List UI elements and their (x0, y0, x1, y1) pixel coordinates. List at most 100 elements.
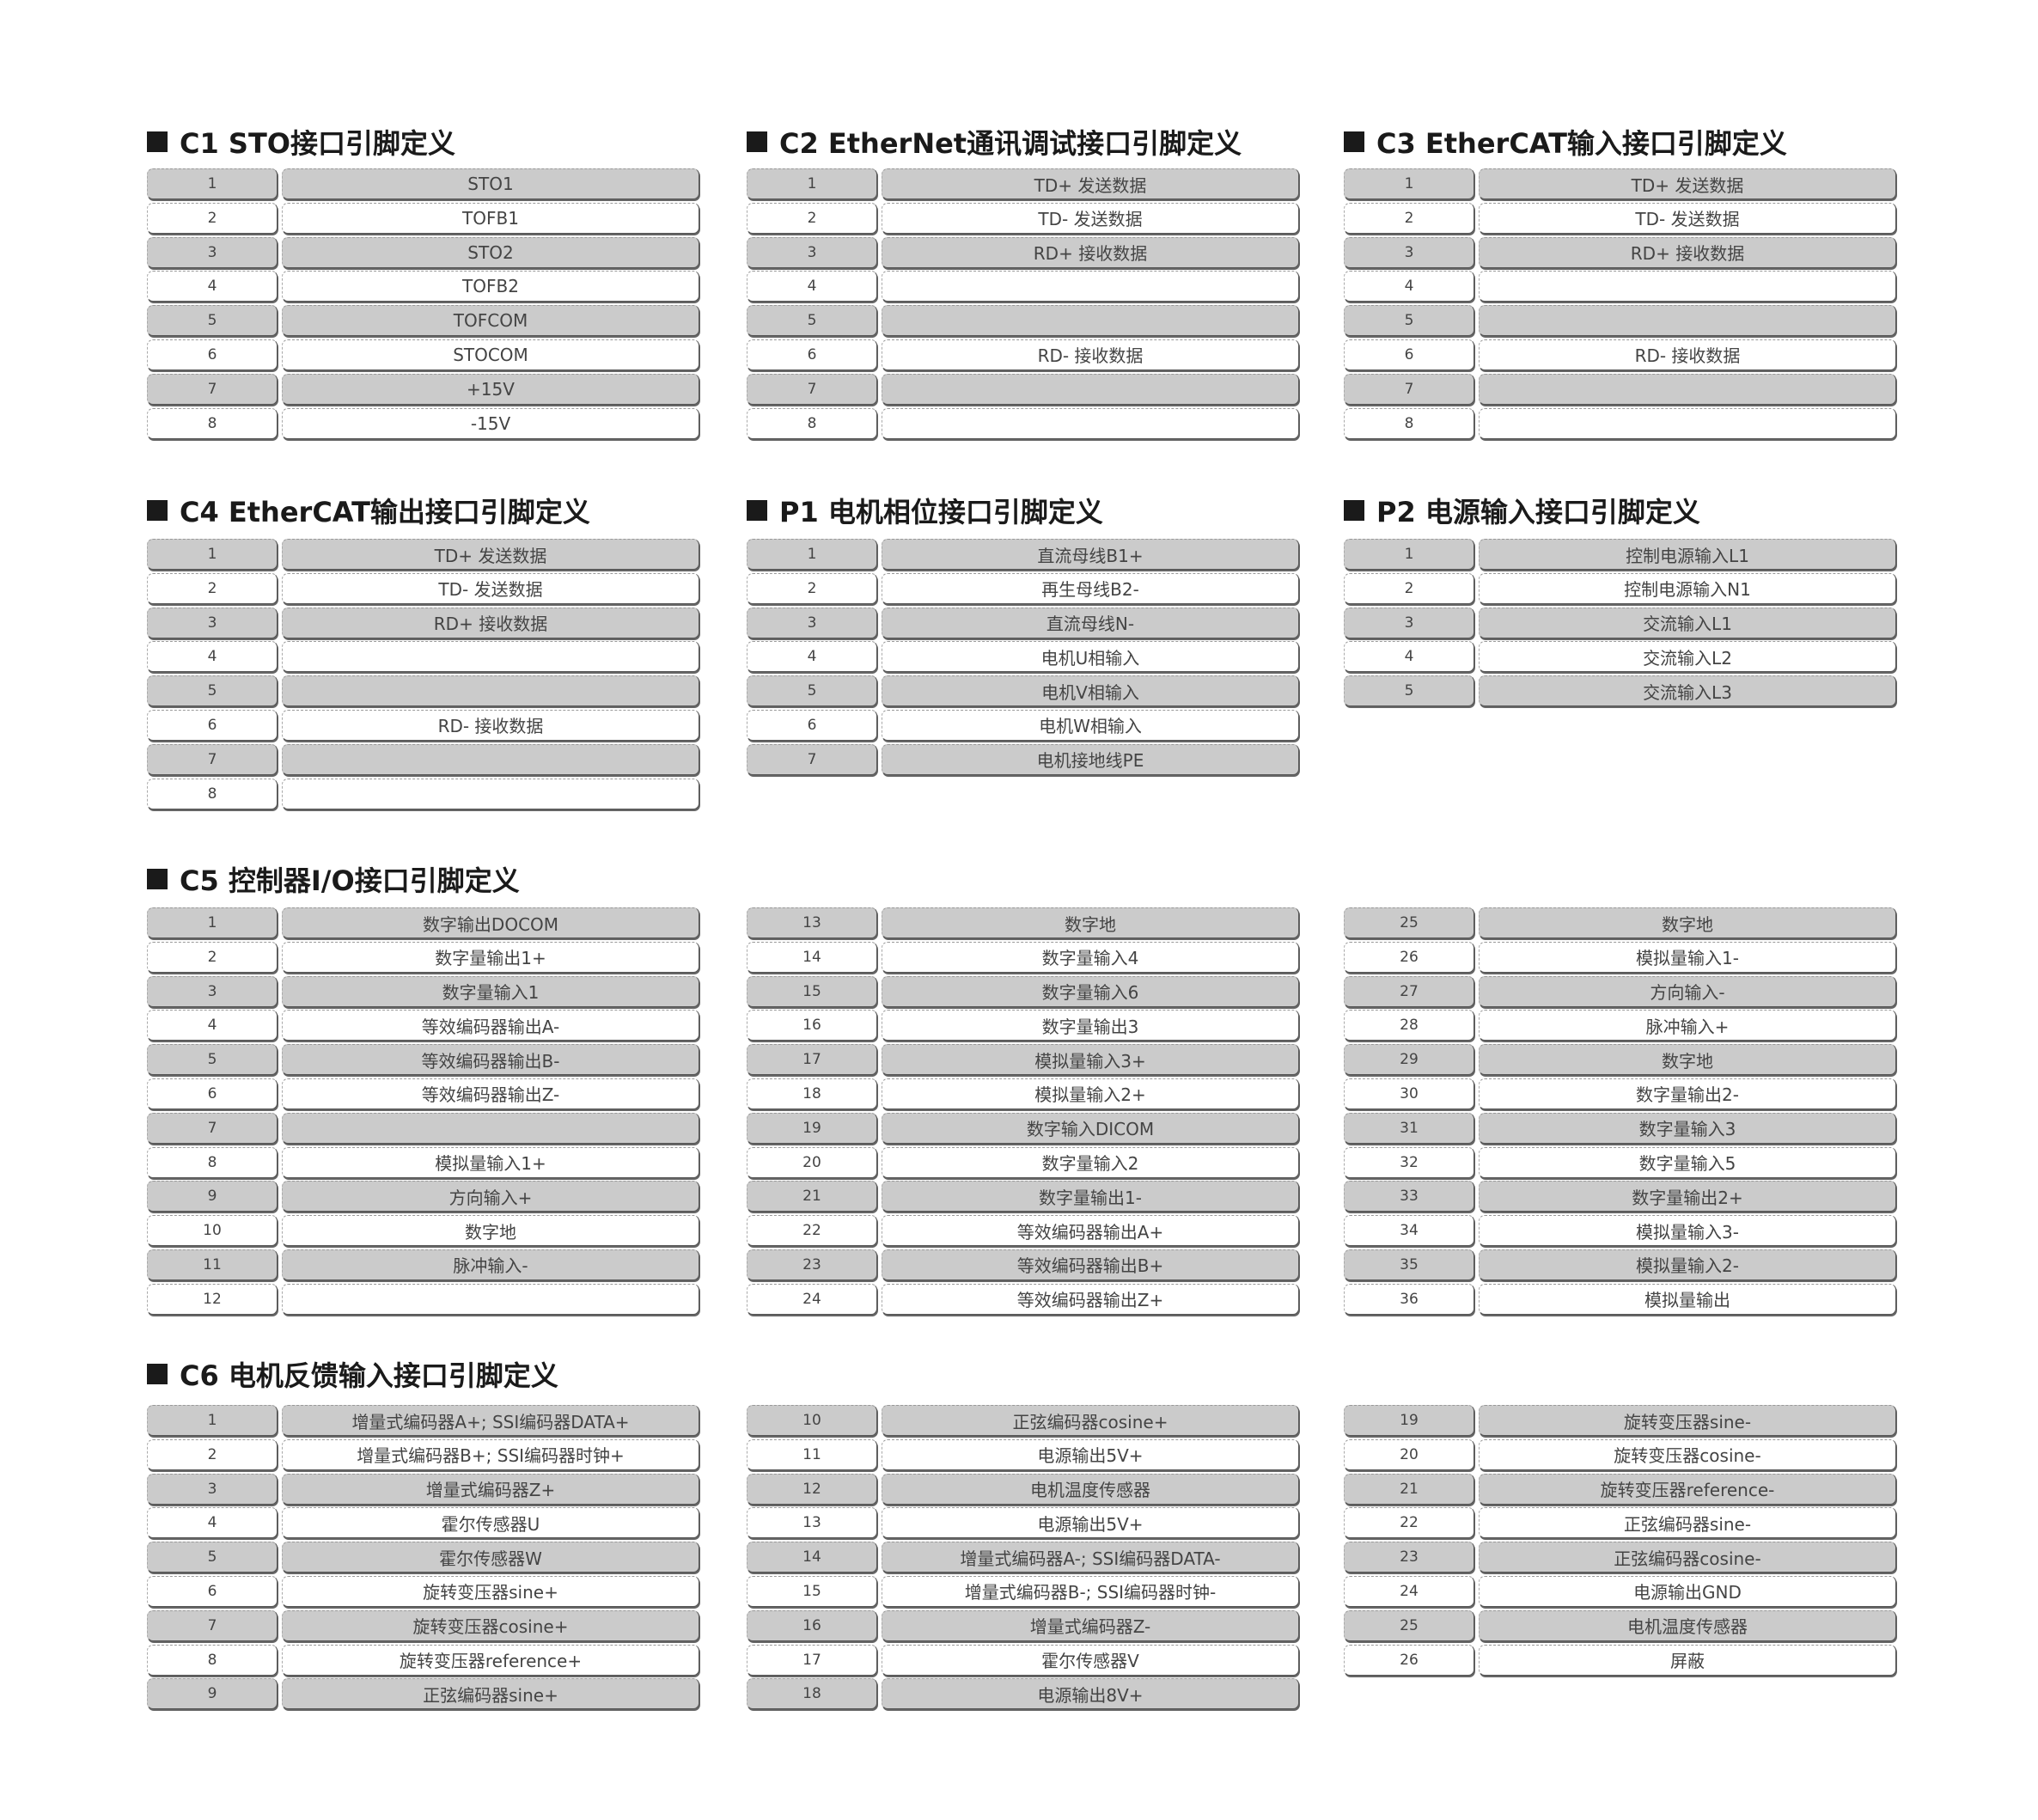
pin-number: 33 (1344, 1181, 1474, 1212)
section-title-text: C1 STO接口引脚定义 (180, 127, 455, 160)
pin-signal: 旋转变压器cosine- (1479, 1438, 1896, 1470)
table-row: 24 等效编码器输出Z+ (747, 1283, 1299, 1315)
table-row: 2 增量式编码器B+; SSI编码器时钟+ (147, 1438, 699, 1470)
pin-signal: 直流母线N- (882, 607, 1299, 638)
pin-table: 1 数字输出DOCOM 2 数字量输出1+ 3 数字量输入1 4 等效编码器输出A- 5 等效编码… (147, 907, 699, 1318)
pin-number: 13 (747, 907, 877, 938)
pin-number: 31 (1344, 1112, 1474, 1144)
table-row: 16 数字量输出3 (747, 1010, 1299, 1041)
pin-number: 25 (1344, 907, 1474, 938)
pin-signal: 脉冲输入+ (1479, 1010, 1896, 1041)
square-bullet-icon (1344, 500, 1364, 521)
pin-number: 7 (147, 1112, 278, 1144)
pin-number: 1 (147, 539, 278, 570)
table-row: 22 正弦编码器sine- (1344, 1507, 1896, 1539)
table-row: 8 旋转变压器reference+ (147, 1644, 699, 1676)
pin-signal: 正弦编码器sine- (1479, 1507, 1896, 1539)
pin-number: 27 (1344, 975, 1474, 1007)
table-row: 6 等效编码器输出Z- (147, 1078, 699, 1109)
pin-signal: STO1 (282, 168, 699, 199)
pin-number: 10 (147, 1215, 278, 1247)
table-row: 2 TOFB1 (147, 202, 699, 234)
pin-signal (1479, 271, 1896, 302)
pin-signal: 模拟量输入3+ (882, 1044, 1299, 1076)
pin-number: 6 (147, 1575, 278, 1607)
table-row: 5 (747, 305, 1299, 337)
table-row: 5 (1344, 305, 1896, 337)
pin-signal: 交流输入L3 (1479, 675, 1896, 707)
pin-number: 6 (147, 339, 278, 370)
table-row: 31 数字量输入3 (1344, 1112, 1896, 1144)
square-bullet-icon (147, 1364, 168, 1384)
table-row: 2 再生母线B2- (747, 572, 1299, 604)
table-row: 9 正弦编码器sine+ (147, 1678, 699, 1710)
section-title-text: P1 电机相位接口引脚定义 (779, 496, 1103, 528)
pin-number: 23 (747, 1249, 877, 1280)
pin-number: 5 (1344, 675, 1474, 707)
pin-signal: 增量式编码器Z+ (282, 1473, 699, 1505)
pin-signal: 电机U相输入 (882, 641, 1299, 673)
pin-signal: 模拟量输入2+ (882, 1078, 1299, 1109)
table-row: 25 电机温度传感器 (1344, 1609, 1896, 1641)
pin-number: 2 (147, 1438, 278, 1470)
table-row: 13 数字地 (747, 907, 1299, 938)
pin-number: 12 (147, 1283, 278, 1315)
pin-signal: TD- 发送数据 (282, 572, 699, 604)
pin-number: 7 (147, 373, 278, 405)
pin-number: 8 (747, 407, 877, 439)
pin-signal: 等效编码器输出Z+ (882, 1283, 1299, 1315)
pin-signal: RD- 接收数据 (882, 339, 1299, 370)
section-title: C3 EtherCAT输入接口引脚定义 (1344, 125, 1787, 160)
pin-number: 15 (747, 975, 877, 1007)
pin-number: 3 (147, 1473, 278, 1505)
section-title-text: C3 EtherCAT输入接口引脚定义 (1376, 127, 1787, 160)
pin-signal: 霍尔传感器W (282, 1542, 699, 1573)
pin-number: 32 (1344, 1146, 1474, 1178)
table-row: 3 直流母线N- (747, 607, 1299, 638)
pin-number: 5 (147, 305, 278, 337)
table-row: 3 增量式编码器Z+ (147, 1473, 699, 1505)
table-row: 4 交流输入L2 (1344, 641, 1896, 673)
pin-number: 8 (147, 778, 278, 809)
table-row: 3 RD+ 接收数据 (1344, 236, 1896, 268)
pin-number: 1 (147, 1405, 278, 1436)
pin-number: 17 (747, 1044, 877, 1076)
pin-signal: 电源输出5V+ (882, 1438, 1299, 1470)
pin-signal: 等效编码器输出B- (282, 1044, 699, 1076)
table-row: 23 正弦编码器cosine- (1344, 1542, 1896, 1573)
pin-number: 1 (747, 168, 877, 199)
table-row: 20 旋转变压器cosine- (1344, 1438, 1896, 1470)
table-row: 1 TD+ 发送数据 (147, 539, 699, 570)
table-row: 5 电机V相输入 (747, 675, 1299, 707)
pin-signal: 控制电源输入N1 (1479, 572, 1896, 604)
pin-table: 1 增量式编码器A+; SSI编码器DATA+ 2 增量式编码器B+; SSI编码器时… (147, 1405, 699, 1713)
table-row: 8 (747, 407, 1299, 439)
pin-signal: 增量式编码器B+; SSI编码器时钟+ (282, 1438, 699, 1470)
pin-signal: 数字输入DICOM (882, 1112, 1299, 1144)
table-row: 10 数字地 (147, 1215, 699, 1247)
pin-signal: 电机接地线PE (882, 743, 1299, 775)
pin-table: 1 直流母线B1+ 2 再生母线B2- 3 直流母线N- 4 电机U相输入 5 电机V相输入 6 电机… (747, 539, 1299, 779)
pin-signal: 模拟量输入1+ (282, 1146, 699, 1178)
section-title: C5 控制器I/O接口引脚定义 (147, 862, 520, 897)
pin-signal: -15V (282, 407, 699, 439)
pin-number: 5 (1344, 305, 1474, 337)
pin-number: 3 (147, 607, 278, 638)
pin-signal: TD+ 发送数据 (882, 168, 1299, 199)
pin-number: 6 (147, 709, 278, 741)
pin-signal: 模拟量输入3- (1479, 1215, 1896, 1247)
pin-signal: 数字地 (1479, 907, 1896, 938)
pin-signal: 数字量输入6 (882, 975, 1299, 1007)
table-row: 6 RD- 接收数据 (147, 709, 699, 741)
pin-number: 3 (1344, 607, 1474, 638)
pin-signal: TD+ 发送数据 (1479, 168, 1896, 199)
pin-signal: 数字量输入4 (882, 941, 1299, 973)
pin-number: 2 (747, 572, 877, 604)
table-row: 4 等效编码器输出A- (147, 1010, 699, 1041)
pin-signal: 等效编码器输出A+ (882, 1215, 1299, 1247)
table-row: 32 数字量输入5 (1344, 1146, 1896, 1178)
section-title-text: C6 电机反馈输入接口引脚定义 (180, 1359, 558, 1392)
pin-signal: 增量式编码器Z- (882, 1609, 1299, 1641)
pin-number: 18 (747, 1678, 877, 1710)
table-row: 20 数字量输入2 (747, 1146, 1299, 1178)
